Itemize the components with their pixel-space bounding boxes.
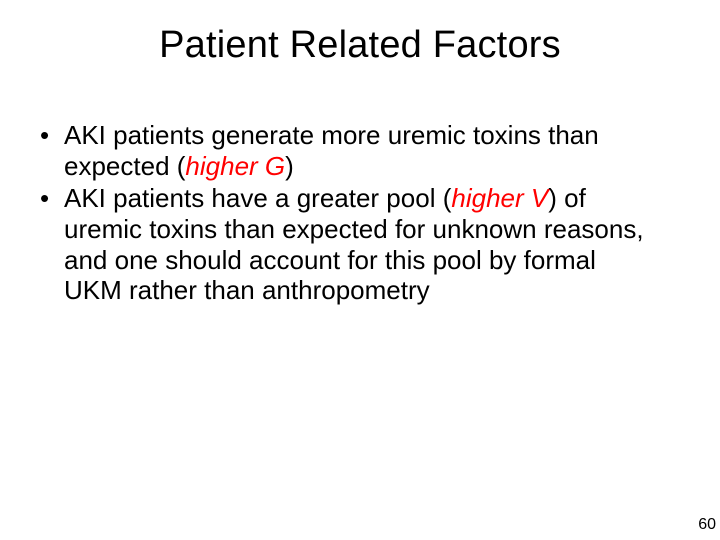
paren-close: ) [548, 183, 557, 213]
bullet-item: • AKI patients generate more uremic toxi… [40, 120, 660, 181]
slide-body: • AKI patients generate more uremic toxi… [40, 120, 660, 308]
bullet-pre: AKI patients generate more uremic toxins… [64, 120, 599, 181]
slide-title: Patient Related Factors [0, 24, 720, 67]
paren-close: ) [285, 151, 294, 181]
highlight-text: higher G [185, 151, 285, 181]
bullet-dot-icon: • [40, 120, 64, 151]
slide: Patient Related Factors • AKI patients g… [0, 0, 720, 540]
bullet-pre: AKI patients have a greater pool [64, 183, 443, 213]
page-number: 60 [698, 516, 716, 534]
bullet-item: • AKI patients have a greater pool (high… [40, 183, 660, 306]
bullet-text: AKI patients generate more uremic toxins… [64, 120, 660, 181]
bullet-dot-icon: • [40, 183, 64, 214]
bullet-text: AKI patients have a greater pool (higher… [64, 183, 660, 306]
highlight-text: higher V [451, 183, 548, 213]
